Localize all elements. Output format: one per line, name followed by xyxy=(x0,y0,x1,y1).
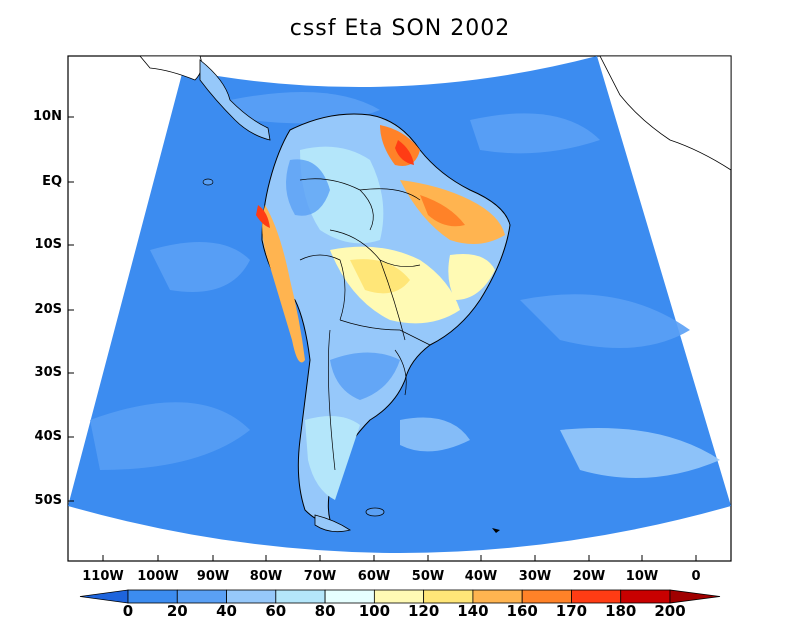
lat-tick-label: 40S xyxy=(34,429,62,444)
lat-tick-label: 10S xyxy=(34,237,62,252)
tierra-del-fuego xyxy=(314,514,351,533)
colorbar-label: 100 xyxy=(358,602,391,620)
colorbar-label: 160 xyxy=(506,602,538,620)
lat-tick-label: 30S xyxy=(34,365,62,380)
colorbar-label: 60 xyxy=(265,602,287,620)
lon-tick-label: 10W xyxy=(625,569,659,584)
axis-ticks xyxy=(68,116,697,561)
ocean-patch xyxy=(470,113,600,154)
lon-tick-label: 90W xyxy=(196,569,230,584)
colorbar-label: 120 xyxy=(407,602,440,620)
ocean-patch xyxy=(150,242,250,292)
central-america xyxy=(199,59,271,141)
ocean-patch xyxy=(400,417,470,452)
colorbar-label: 20 xyxy=(166,602,188,620)
lon-tick-label: 60W xyxy=(357,569,391,584)
colorbar-arrow-low xyxy=(79,589,129,604)
country-borders xyxy=(299,178,431,471)
lon-tick-label: 0 xyxy=(691,569,701,584)
south-georgia xyxy=(492,528,500,533)
galapagos-islands xyxy=(202,178,214,186)
land-northeast-hot xyxy=(400,180,505,244)
land-andes-west xyxy=(262,205,305,363)
lat-tick-label: 20S xyxy=(34,302,62,317)
ocean-patch xyxy=(520,294,690,348)
lon-tick-label: 80W xyxy=(249,569,283,584)
lat-tick-label: EQ xyxy=(42,174,62,189)
lon-tick-label: 70W xyxy=(303,569,337,584)
lon-tick-label: 30W xyxy=(518,569,552,584)
lat-tick-label: 50S xyxy=(34,493,62,508)
colorbar-label: 140 xyxy=(457,602,489,620)
land-yellow-core xyxy=(350,259,410,294)
lon-tick-label: 110W xyxy=(82,569,124,584)
colorbar-label: 180 xyxy=(605,602,637,620)
ocean-patch xyxy=(560,428,720,478)
lon-tick-label: 100W xyxy=(137,569,179,584)
map-title: cssf Eta SON 2002 xyxy=(289,16,511,41)
colorbar-label: 200 xyxy=(654,602,686,620)
lon-tick-label: 40W xyxy=(464,569,498,584)
land-east-yellow xyxy=(448,254,495,300)
colorbar-label: 80 xyxy=(314,602,336,620)
colorbar-label: 40 xyxy=(216,602,237,620)
land-northeast-core xyxy=(420,195,465,227)
lon-tick-label: 20W xyxy=(572,569,606,584)
colorbar-label: 170 xyxy=(555,602,588,620)
falkland-islands xyxy=(365,507,385,517)
africa-outline xyxy=(599,55,732,171)
land-peru-red xyxy=(256,205,270,228)
colorbar-arrow-high xyxy=(669,589,721,604)
lon-tick-label: 50W xyxy=(411,569,445,584)
land-patagonia xyxy=(305,416,360,500)
lat-tick-label: 10N xyxy=(33,109,62,124)
land-amazon-west xyxy=(286,159,330,216)
land-guiana-core xyxy=(395,140,414,165)
colorbar-label: 0 xyxy=(122,602,134,620)
ocean-patch xyxy=(90,402,250,470)
colorbar xyxy=(79,589,721,604)
land-south-blue xyxy=(330,352,400,400)
